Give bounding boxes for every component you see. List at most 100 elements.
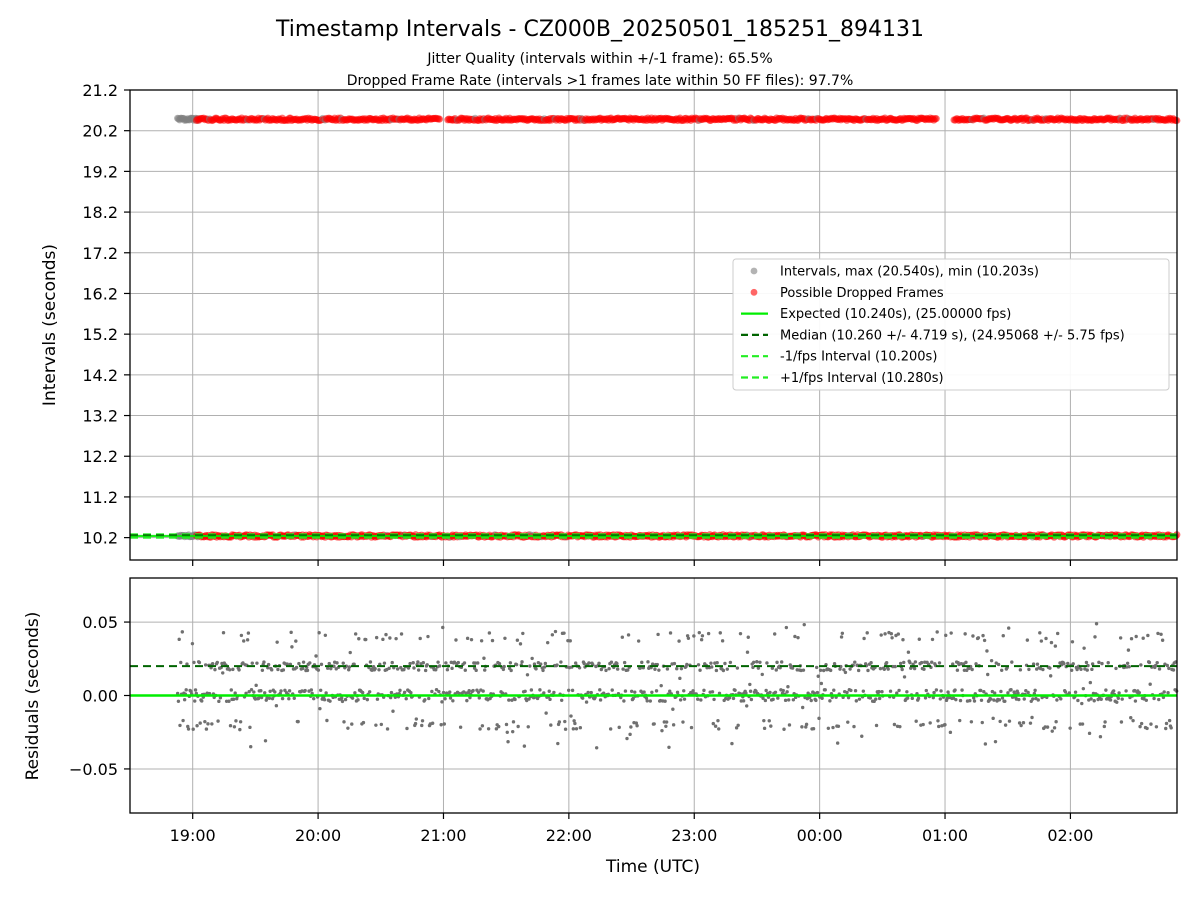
residual-point: [1108, 698, 1113, 702]
residual-point: [853, 660, 857, 664]
residuals-y-tick-label-2: 0.05: [82, 613, 118, 632]
residual-point: [228, 668, 232, 672]
residual-point: [538, 688, 542, 692]
residual-point: [526, 725, 530, 729]
residual-point: [923, 696, 928, 700]
residual-point: [440, 700, 444, 704]
residual-point: [615, 667, 620, 671]
residual-point: [339, 696, 344, 700]
residual-point: [347, 665, 352, 669]
residual-point: [436, 660, 440, 664]
residual-point: [914, 719, 918, 723]
residual-point: [1167, 718, 1172, 723]
residual-point: [718, 631, 722, 635]
residual-point: [913, 660, 918, 664]
residual-point: [1090, 662, 1095, 666]
residual-point: [974, 662, 978, 666]
residual-point: [663, 699, 667, 703]
residual-point: [891, 664, 895, 669]
x-axis-label: Time (UTC): [605, 857, 700, 877]
residual-point: [866, 668, 870, 673]
residual-point: [1087, 731, 1092, 736]
residual-point: [361, 720, 366, 725]
residual-point: [276, 667, 280, 672]
residual-point: [1019, 723, 1023, 728]
residual-point: [237, 668, 241, 672]
residual-point: [943, 723, 947, 727]
residual-point: [746, 635, 750, 639]
residual-point: [786, 685, 790, 689]
chart-legend: Intervals, max (20.540s), min (10.203s) P…: [732, 258, 1170, 391]
residual-point: [817, 716, 821, 721]
residual-point: [420, 723, 424, 728]
residual-point: [598, 688, 602, 692]
residual-point: [767, 719, 771, 723]
residual-point: [239, 633, 244, 638]
residual-point: [1124, 689, 1128, 693]
residual-point: [218, 696, 223, 700]
residual-point: [190, 641, 195, 646]
residual-point: [231, 667, 235, 672]
residual-point: [774, 668, 778, 672]
residual-point: [691, 689, 695, 693]
residual-point: [935, 630, 939, 634]
residual-point: [791, 698, 796, 702]
residual-point: [426, 634, 430, 639]
residual-point: [1075, 667, 1079, 672]
residual-point: [186, 727, 191, 731]
residual-point: [889, 632, 894, 636]
residual-point: [482, 656, 486, 660]
residual-point: [964, 660, 968, 665]
residual-point: [1106, 661, 1110, 665]
residual-point: [1155, 660, 1159, 665]
residual-point: [804, 722, 809, 727]
residual-point: [1115, 700, 1119, 704]
residual-point: [247, 690, 251, 694]
residual-point: [559, 698, 564, 703]
residual-point: [390, 660, 394, 665]
residual-point: [292, 696, 296, 701]
residual-point: [538, 662, 543, 666]
residual-point: [773, 632, 777, 636]
residual-point: [686, 636, 691, 640]
residual-point: [857, 697, 862, 701]
residual-point: [451, 699, 455, 703]
residual-point: [259, 689, 263, 693]
residuals-x-tick-label-0: 19:00: [170, 826, 216, 845]
residual-point: [622, 699, 626, 703]
intervals-y-ticks: 10.2 11.2 12.2 13.2 14.2 15.2 16.2 17.2 18.2 19.2…: [82, 81, 130, 548]
residual-point: [631, 696, 635, 701]
residual-point: [880, 690, 884, 694]
residual-point: [668, 631, 673, 635]
residual-point: [660, 728, 664, 733]
residual-point: [465, 698, 469, 703]
residual-point: [1167, 666, 1171, 671]
residual-point: [906, 650, 911, 654]
residual-point: [481, 689, 485, 693]
residual-point: [776, 696, 780, 700]
residual-point: [1118, 636, 1123, 640]
residual-point: [382, 661, 387, 665]
residual-point: [1159, 632, 1163, 637]
residual-point: [838, 667, 842, 671]
residual-point: [216, 719, 220, 723]
residual-point: [814, 665, 819, 670]
residual-point: [329, 666, 333, 671]
residual-point: [976, 636, 981, 640]
residual-point: [518, 642, 523, 646]
residuals-reference-lines: [130, 665, 1177, 697]
residual-point: [779, 660, 784, 664]
residual-point: [716, 718, 720, 723]
residual-point: [902, 660, 906, 665]
residual-point: [736, 723, 740, 727]
residual-point: [1038, 631, 1042, 635]
residual-point: [697, 630, 701, 635]
residual-point: [628, 732, 632, 737]
residual-point: [185, 662, 189, 666]
residual-point: [1084, 660, 1089, 665]
residual-point: [443, 697, 447, 701]
residual-point: [480, 724, 485, 728]
residual-point: [946, 690, 950, 694]
residual-point: [762, 726, 767, 731]
